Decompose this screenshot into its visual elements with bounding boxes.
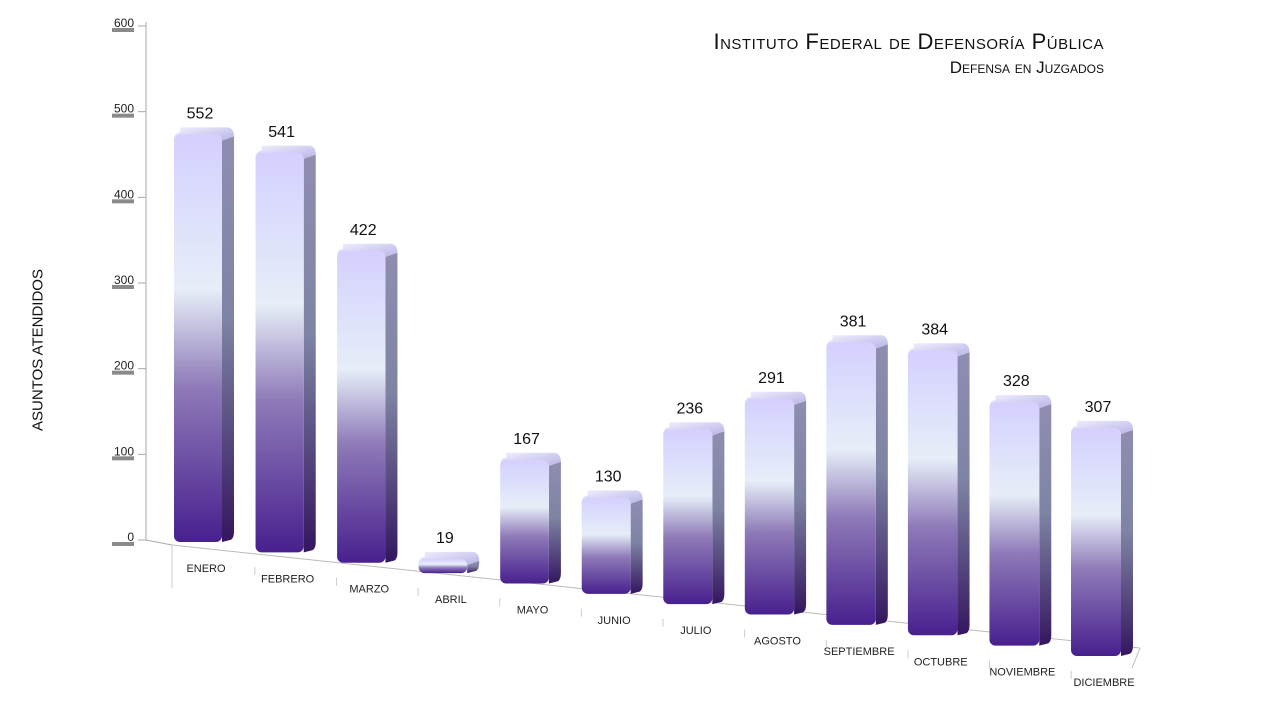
bar-value-label: 236: [676, 400, 703, 417]
x-tick-label: JULIO: [680, 625, 712, 637]
x-tick-label: OCTUBRE: [914, 656, 968, 668]
bar-side-face: [1039, 404, 1052, 646]
y-tick-shadow: [112, 199, 134, 204]
y-tick-shadow: [112, 456, 134, 461]
bar-value-label: 381: [840, 313, 867, 330]
x-tick-label: AGOSTO: [754, 636, 801, 648]
bar-front-face: [174, 134, 222, 542]
bar: [907, 343, 970, 636]
x-tick-label: DICIEMBRE: [1073, 677, 1134, 689]
x-tick-label: ENERO: [186, 563, 226, 575]
bar-value-label: 307: [1085, 399, 1112, 416]
bar: [581, 490, 643, 594]
bar: [744, 391, 807, 615]
bar-side-face: [548, 461, 561, 584]
bar-side-face: [303, 154, 316, 553]
y-tick-shadow: [112, 28, 134, 32]
x-tick-label: FEBRERO: [261, 573, 315, 585]
bar-value-label: 541: [268, 124, 295, 141]
x-tick-label: JUNIO: [598, 615, 631, 627]
bar-side-face: [794, 400, 807, 615]
chart-title-block: Instituto Federal de Defensoría Pública …: [713, 28, 1104, 80]
y-tick-label: 500: [114, 102, 134, 116]
bar: [663, 422, 725, 605]
y-axis-foot: [145, 539, 173, 546]
x-tick-label: MAYO: [517, 604, 549, 616]
bar-value-label: 552: [187, 106, 214, 123]
bar-side-face: [957, 352, 970, 636]
bar-side-face: [712, 431, 725, 605]
bar-front-face: [581, 497, 631, 594]
y-tick-label: 600: [114, 16, 134, 30]
bar-front-face: [663, 429, 713, 605]
bar: [1071, 420, 1133, 656]
bar-value-label: 167: [513, 431, 540, 448]
bar-side-face: [630, 499, 643, 594]
x-tick-label: NOVIEMBRE: [989, 667, 1055, 679]
bar-front-face: [744, 398, 795, 615]
bar-side-face: [875, 344, 888, 625]
bar-value-label: 19: [436, 530, 454, 547]
bar: [418, 551, 480, 574]
bar-side-face: [467, 560, 480, 574]
x-tick-label: ABRIL: [435, 594, 467, 606]
y-tick-label: 200: [114, 359, 134, 373]
bar: [989, 395, 1052, 646]
chart-subtitle: Defensa en Juzgados: [949, 58, 1104, 77]
bar-front-face: [826, 342, 876, 625]
bar: [255, 145, 316, 553]
bar-value-label: 384: [921, 321, 948, 338]
bar: [826, 335, 888, 625]
bar-side-face: [385, 252, 398, 563]
y-axis-label: ASUNTOS ATENDIDOS: [29, 269, 47, 431]
y-tick-label: 300: [114, 273, 134, 287]
floor-back-edge: [171, 544, 1141, 649]
chart-title: Instituto Federal de Defensoría Pública: [713, 29, 1104, 54]
bar-front-face: [907, 350, 958, 636]
bar-front-face: [500, 459, 549, 584]
y-tick-shadow: [112, 370, 134, 375]
bar-value-label: 291: [758, 370, 785, 387]
bar-value-label: 328: [1003, 373, 1030, 390]
bar-front-face: [418, 559, 468, 574]
x-tick-label: SEPTIEMBRE: [824, 646, 895, 658]
y-tick-label: 400: [114, 187, 134, 201]
bar-front-face: [255, 152, 304, 553]
bar-front-face: [989, 402, 1040, 646]
y-tick-label: 100: [114, 444, 134, 458]
bar: [500, 452, 561, 584]
bar-side-face: [1121, 429, 1133, 656]
bar-front-face: [337, 250, 386, 563]
floor-right-edge: [1131, 647, 1141, 669]
x-tick-label: MARZO: [349, 584, 389, 596]
bar-front-face: [1071, 428, 1121, 656]
bar: [174, 127, 234, 543]
bar-value-label: 130: [595, 469, 622, 486]
y-tick-shadow: [112, 113, 134, 118]
bar: [337, 243, 398, 563]
y-tick-label: 0: [127, 530, 134, 544]
y-tick-shadow: [112, 542, 134, 546]
y-tick-shadow: [112, 285, 134, 289]
bar-value-label: 422: [350, 222, 377, 239]
bar-side-face: [222, 136, 234, 543]
